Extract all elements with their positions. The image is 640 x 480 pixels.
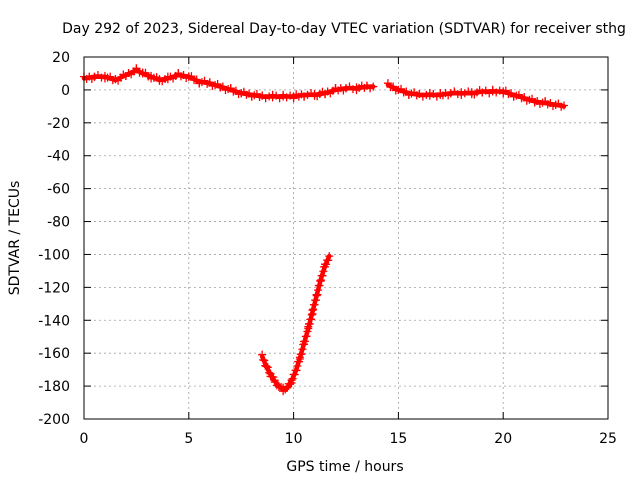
data-point-marker [324,256,333,265]
data-point-marker [270,376,279,385]
y-tick-label: -40 [47,149,70,165]
data-point-marker [300,92,309,101]
data-point-marker [268,93,277,102]
y-axis-title: SDTVAR / TECUs [7,181,23,296]
data-point-marker [287,378,296,387]
data-point-marker [303,90,312,99]
data-point-marker [318,271,327,280]
data-point-marker [265,368,274,377]
data-point-marker [265,92,274,101]
chart-title: Day 292 of 2023, Sidereal Day-to-day VTE… [62,21,626,37]
y-tick-label: -60 [47,182,70,198]
y-tick-label: -20 [47,116,70,132]
data-point-marker [342,84,350,93]
data-point-marker [304,324,313,333]
data-point-marker [292,366,301,375]
data-point-marker [307,310,316,319]
data-point-marker [316,276,325,285]
data-point-marker [453,90,462,99]
x-tick-label: 10 [285,431,303,447]
data-point-marker [298,345,307,354]
data-point-marker [432,92,441,101]
plot-frame [83,56,609,420]
series-segment-1 [80,64,378,103]
data-point-marker [369,82,378,91]
data-point-marker [309,305,318,314]
data-point-marker [492,88,501,97]
data-point-marker [446,89,455,98]
x-axis-title: GPS time / hours [286,459,403,475]
data-point-marker [288,374,297,383]
data-point-marker [422,90,431,99]
data-point-marker [348,85,357,94]
data-point-marker [310,300,319,309]
data-point-marker [478,88,487,97]
data-point-marker [325,252,334,261]
x-tick-label: 0 [80,431,89,447]
y-tick-label: -180 [38,379,70,395]
data-point-marker [286,380,295,389]
data-point-marker [275,94,284,103]
x-tick-label: 5 [184,431,193,447]
tick-labels: 20 0 -20 -40 -60 -80 -100 -120 -140 -160 -180 -200 0… [38,50,617,447]
x-tick-label: 25 [599,431,617,447]
data-point-marker [290,370,299,379]
x-tick-label: 20 [494,431,512,447]
y-tick-label: -140 [38,313,70,329]
data-point-marker [132,64,141,73]
data-point-marker [262,362,271,371]
data-point-marker [315,281,324,290]
y-tick-label: -120 [38,280,70,296]
data-point-marker [302,332,311,341]
data-point-marker [319,267,328,276]
data-point-marker [295,355,304,364]
y-tick-label: -160 [38,346,70,362]
y-tick-label: 20 [52,50,70,66]
data-point-marker [314,286,323,295]
data-point-marker [311,296,320,305]
data-point-marker [322,260,331,269]
y-tick-label: 0 [61,83,70,99]
data-point-marker [293,362,302,371]
data-point-marker [305,319,314,328]
y-tick-label: -100 [38,247,70,263]
data-point-marker [258,350,267,359]
data-point-marker [559,101,568,110]
data-point-marker [425,91,434,100]
data-point-marker [90,72,99,81]
x-tick-label: 15 [389,431,407,447]
data-point-marker [307,315,316,324]
series-segment-3 [258,252,334,396]
data-point-marker [260,356,269,365]
data-point-marker [308,309,317,318]
series-segment-2 [383,79,568,111]
data-point-marker [300,337,309,346]
data-point-marker [313,290,322,299]
data-point-marker [460,89,469,98]
data-point-marker [263,363,272,372]
data-series [80,64,568,396]
data-point-marker [261,94,270,103]
y-tick-label: -80 [47,215,70,231]
data-point-marker [457,91,466,99]
data-point-marker [485,89,494,98]
data-point-marker [282,93,291,102]
axis-ticks [83,56,609,420]
data-point-marker [259,355,268,364]
y-tick-label: -200 [38,412,70,428]
data-point-marker [418,92,427,101]
data-point-marker [297,349,306,358]
